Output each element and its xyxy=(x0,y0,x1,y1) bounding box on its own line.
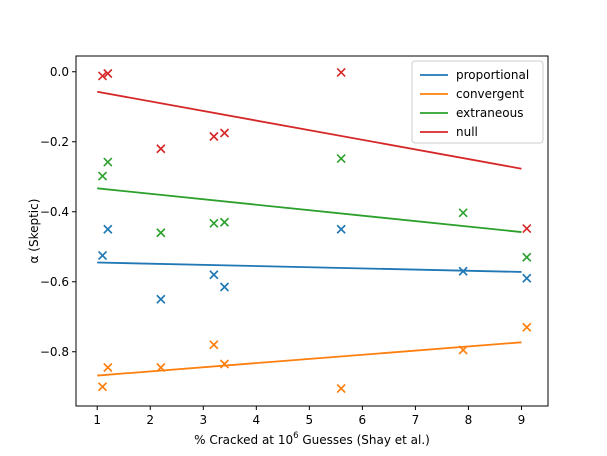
y-tick-label: −0.8 xyxy=(40,345,69,359)
y-axis-label: α (Skeptic) xyxy=(27,199,41,264)
point-convergent xyxy=(103,362,113,373)
point-extraneous xyxy=(458,208,468,218)
point-proportional xyxy=(209,270,219,280)
fit-line-convergent xyxy=(97,341,522,377)
point-convergent xyxy=(522,322,532,332)
point-extraneous xyxy=(219,217,230,227)
fit-line-extraneous xyxy=(97,187,522,233)
point-null xyxy=(336,67,346,78)
fit-lines xyxy=(97,90,522,377)
point-extraneous xyxy=(97,171,108,181)
point-null xyxy=(522,223,532,234)
legend: proportional convergent extraneous null xyxy=(411,60,544,144)
x-tick-label: 1 xyxy=(93,413,101,427)
point-convergent xyxy=(336,383,346,394)
legend-box xyxy=(411,60,544,144)
point-null xyxy=(219,128,230,138)
x-tick-label: 7 xyxy=(412,413,420,427)
axes-frame xyxy=(75,55,549,407)
y-tick-label: −0.4 xyxy=(40,205,69,219)
point-extraneous xyxy=(209,218,219,228)
x-axis-label: % Cracked at 106 Guesses (Shay et al.) xyxy=(194,431,430,447)
x-tick-label: 2 xyxy=(146,413,154,427)
point-proportional xyxy=(156,294,166,304)
fit-line-null xyxy=(97,90,522,170)
point-proportional xyxy=(458,266,468,276)
point-null xyxy=(156,144,166,154)
point-convergent xyxy=(97,382,108,392)
point-extraneous xyxy=(156,228,166,238)
point-null xyxy=(97,71,108,81)
legend-label-proportional: proportional xyxy=(456,68,529,82)
point-null xyxy=(103,68,113,79)
x-tick-label: 3 xyxy=(199,413,207,427)
x-tick-label: 9 xyxy=(518,413,526,427)
fit-line-proportional xyxy=(97,261,522,273)
y-tick-label: −0.2 xyxy=(40,135,69,149)
data-markers xyxy=(97,67,532,394)
point-proportional xyxy=(336,224,346,234)
point-convergent xyxy=(219,359,230,369)
y-tick-label: 0.0 xyxy=(50,65,69,79)
point-null xyxy=(209,131,219,142)
point-proportional xyxy=(219,282,230,292)
x-tick-label: 6 xyxy=(359,413,367,427)
point-extraneous xyxy=(336,153,346,164)
point-convergent xyxy=(156,362,166,373)
legend-label-convergent: convergent xyxy=(456,87,524,101)
y-tick-label: −0.6 xyxy=(40,275,69,289)
point-extraneous xyxy=(103,157,113,167)
x-tick-label: 5 xyxy=(306,413,314,427)
point-proportional xyxy=(103,224,113,234)
legend-label-extraneous: extraneous xyxy=(456,106,523,120)
point-convergent xyxy=(458,345,468,355)
y-axis-ticks: 0.0 −0.2 −0.4 −0.6 −0.8 xyxy=(40,65,76,359)
point-extraneous xyxy=(522,252,532,262)
x-tick-label: 8 xyxy=(465,413,473,427)
point-proportional xyxy=(522,273,532,283)
point-convergent xyxy=(209,340,219,350)
legend-label-null: null xyxy=(456,125,478,139)
x-axis-ticks: 1 2 3 4 5 6 7 8 9 xyxy=(93,406,525,427)
point-proportional xyxy=(97,250,108,261)
x-tick-label: 4 xyxy=(252,413,260,427)
